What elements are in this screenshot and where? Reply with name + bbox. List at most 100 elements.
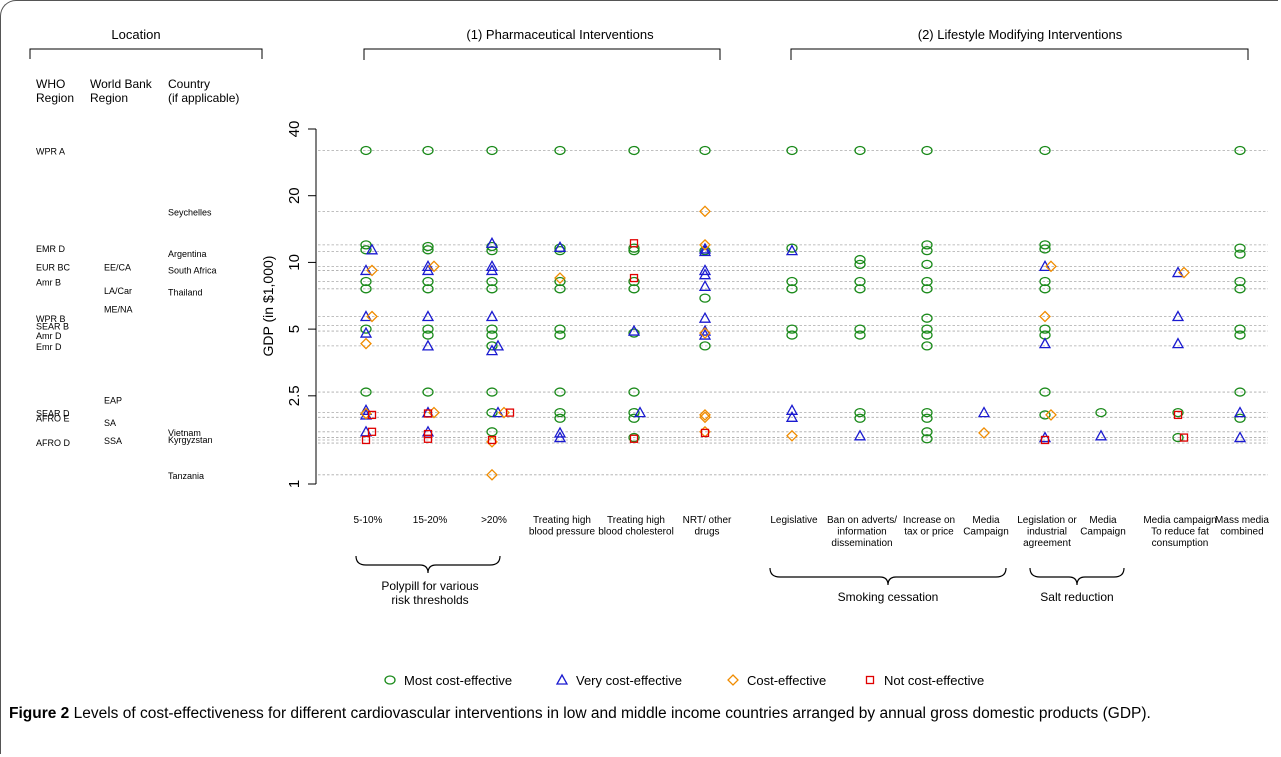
point-triangle	[785, 403, 799, 415]
point-triangle	[698, 264, 712, 276]
point-triangle	[491, 406, 505, 418]
point-diamond	[1039, 310, 1051, 323]
point-circle	[554, 324, 566, 334]
legend-most-label: Most cost-effective	[404, 673, 512, 688]
point-square	[629, 239, 639, 248]
point-circle	[921, 276, 933, 287]
point-triangle	[359, 326, 373, 338]
point-circle	[854, 276, 866, 287]
point-circle	[554, 276, 566, 287]
location-column-header: World Bank Region	[90, 77, 153, 105]
point-circle	[786, 330, 798, 340]
point-circle	[1234, 330, 1246, 340]
point-triangle	[1171, 337, 1185, 349]
point-square	[487, 435, 497, 445]
point-square	[700, 428, 710, 438]
point-circle	[921, 145, 933, 156]
point-diamond	[428, 260, 440, 273]
who-region-label: EMR D	[36, 244, 66, 254]
y-tick-label: 5	[286, 325, 303, 333]
point-circle	[486, 284, 498, 294]
point-triangle	[1038, 260, 1052, 271]
point-square	[423, 409, 433, 418]
point-circle	[854, 145, 866, 156]
figure-caption: Figure 2 Levels of cost-effectiveness fo…	[9, 704, 1277, 724]
y-tick-label: 10	[286, 254, 303, 271]
x-category-label: >20%	[481, 515, 507, 526]
point-triangle	[1094, 429, 1108, 441]
x-category-label: Legislation or industrial agreement	[1017, 515, 1077, 549]
who-region-label: EUR BC	[36, 262, 71, 272]
country-label: South Africa	[168, 265, 217, 275]
caption-label: Figure 2	[9, 705, 70, 722]
point-square	[629, 273, 639, 283]
point-triangle	[698, 311, 712, 323]
point-circle	[699, 145, 711, 156]
point-circle	[486, 341, 498, 351]
who-region-label: Emr D	[36, 342, 62, 352]
point-triangle	[421, 339, 435, 351]
y-tick-label: 1	[286, 480, 303, 488]
group-brackets: (1) Pharmaceutical Interventions (2) Life…	[355, 27, 1249, 607]
point-circle	[628, 145, 640, 156]
legend-very-icon	[555, 673, 569, 685]
legend-most-icon	[384, 675, 396, 685]
point-circle	[854, 413, 866, 423]
point-circle	[854, 259, 866, 270]
location-column-header: Country (if applicable)	[168, 77, 239, 105]
location-column-header: WHO Region	[36, 77, 74, 105]
point-triangle	[698, 245, 712, 257]
x-category-label: Treating high blood pressure	[529, 515, 596, 538]
point-triangle	[485, 344, 499, 356]
point-diamond	[786, 429, 798, 442]
point-diamond	[699, 238, 711, 251]
point-circle	[699, 293, 711, 303]
point-square	[1173, 410, 1183, 420]
point-circle	[921, 413, 933, 423]
point-square	[367, 410, 377, 420]
point-triangle	[421, 260, 435, 271]
smoking-brace	[769, 567, 1007, 586]
point-circle	[921, 407, 933, 418]
who-region-label: SEAR B	[36, 321, 69, 331]
point-circle	[1039, 324, 1051, 334]
point-circle	[786, 243, 798, 253]
point-triangle	[785, 244, 799, 256]
country-label: Kyrgyzstan	[168, 435, 213, 445]
point-circle	[422, 241, 434, 252]
point-circle	[486, 387, 498, 397]
point-circle	[1172, 432, 1184, 443]
point-triangle	[1038, 337, 1052, 349]
point-circle	[422, 245, 434, 255]
point-triangle	[627, 324, 641, 336]
point-circle	[1039, 240, 1051, 250]
point-circle	[921, 341, 933, 351]
point-circle	[1234, 145, 1246, 156]
x-category-label: Increase on tax or price	[903, 515, 955, 538]
point-diamond	[366, 264, 378, 277]
point-circle	[1234, 387, 1246, 397]
country-label: Seychelles	[168, 207, 212, 217]
point-triangle	[853, 429, 867, 441]
point-circle	[854, 284, 866, 294]
point-diamond	[366, 310, 378, 323]
point-circle	[422, 387, 434, 397]
point-triangle	[785, 410, 799, 422]
point-circle	[554, 243, 566, 253]
point-diamond	[1045, 408, 1057, 421]
point-square	[367, 427, 377, 436]
point-circle	[360, 276, 372, 287]
point-triangle	[698, 242, 712, 254]
location-bracket	[29, 48, 263, 59]
point-square	[1040, 435, 1050, 445]
point-circle	[628, 413, 640, 423]
wb-region-label: EE/CA	[104, 262, 131, 272]
point-circle	[786, 276, 798, 287]
point-diamond	[1045, 260, 1057, 273]
point-circle	[422, 324, 434, 334]
point-circle	[1234, 249, 1246, 259]
point-circle	[486, 324, 498, 334]
legend-ce-icon	[727, 674, 739, 686]
caption-text: Levels of cost-effectiveness for differe…	[73, 705, 1151, 722]
